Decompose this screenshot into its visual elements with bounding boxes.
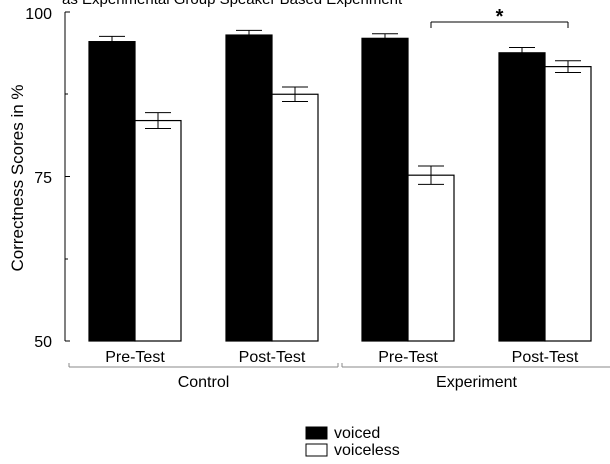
legend-item-voiced: voiced: [305, 425, 380, 442]
legend-label-voiced: voiced: [334, 425, 380, 442]
y-axis-label: Correctness Scores in %: [8, 84, 27, 271]
bar-voiced-0: [88, 41, 136, 342]
bar-voiceless-2: [407, 174, 455, 342]
group-0: Control: [68, 363, 339, 391]
axes: 100 75 50 Correctness Scores in %: [8, 6, 70, 351]
bar-voiced-2: [361, 37, 409, 342]
bar-voiced-1: [225, 34, 273, 342]
error-bar-voiceless-1: [282, 86, 308, 102]
error-bar-voiced-1: [236, 29, 262, 41]
x-tick-label-2: Pre-Test: [378, 349, 438, 366]
bar-voiceless-1: [271, 93, 319, 342]
bar-voiced-3: [498, 52, 546, 342]
legend-item-voiceless: voiceless: [305, 442, 400, 459]
y-tick-label-50: 50: [34, 334, 52, 351]
error-bar-voiceless-0: [145, 112, 171, 129]
y-tick-label-100: 100: [25, 6, 52, 23]
bar-voiceless-0: [134, 119, 182, 342]
header-text: as Experimental Group Speaker Based Expe…: [62, 0, 403, 8]
x-axis-labels: Pre-Test Post-Test Pre-Test Post-Test Contro…: [68, 349, 610, 391]
x-tick-label-0: Pre-Test: [105, 349, 165, 366]
bar-voiceless-3: [544, 66, 592, 342]
legend-swatch-voiced: [305, 426, 328, 440]
group-1: Experiment: [341, 363, 610, 391]
error-bar-voiceless-3: [555, 60, 581, 74]
error-bar-voiced-0: [99, 35, 125, 48]
significance-annotation: *: [430, 6, 569, 28]
x-tick-label-1: Post-Test: [239, 349, 306, 366]
legend-label-voiceless: voiceless: [334, 442, 400, 459]
significance-star: *: [496, 6, 504, 28]
legend-swatch-voiceless: [305, 443, 328, 457]
y-tick-label-75: 75: [34, 170, 52, 187]
group-label-0: Control: [178, 374, 230, 391]
group-label-1: Experiment: [436, 374, 517, 391]
error-bar-voiceless-2: [418, 165, 444, 185]
error-bar-voiced-3: [509, 47, 535, 59]
error-bar-voiced-2: [372, 33, 398, 44]
bars-layer: [88, 29, 592, 342]
x-tick-label-3: Post-Test: [512, 349, 579, 366]
